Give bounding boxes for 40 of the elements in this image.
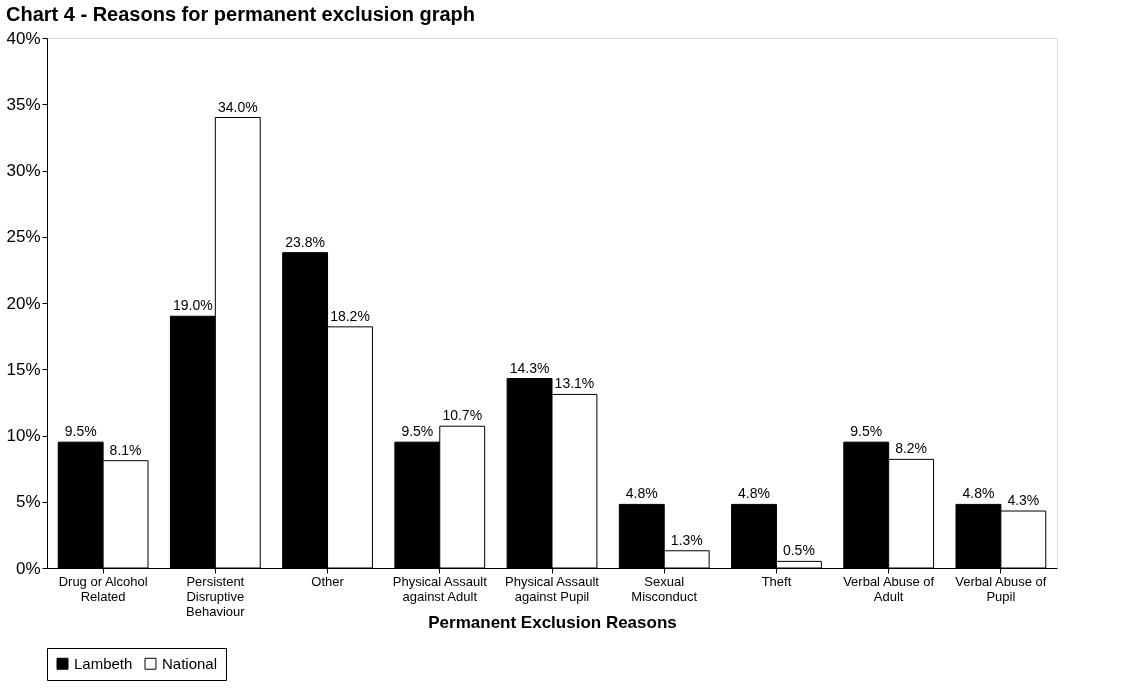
data-label: 10.7% xyxy=(442,407,483,424)
data-label: 34.0% xyxy=(217,98,258,115)
data-label: 0.5% xyxy=(782,542,815,559)
y-tick-label: 35% xyxy=(6,94,41,114)
x-tick-label: Persistent Disruptive Behaviour xyxy=(186,573,246,619)
data-label: 14.3% xyxy=(509,359,550,376)
data-label: 8.1% xyxy=(109,441,142,458)
data-label: 4.8% xyxy=(625,485,658,502)
data-label: 4.8% xyxy=(738,485,770,502)
data-label: 1.3% xyxy=(670,531,703,548)
y-tick-label: 40% xyxy=(6,28,41,48)
x-tick-label: Sexual Misconduct xyxy=(631,573,698,604)
x-tick-label: Physical Assault against Adult xyxy=(392,573,488,604)
x-axis-title: Permanent Exclusion Reasons xyxy=(428,612,677,632)
data-label: 18.2% xyxy=(330,307,370,324)
y-tick-label: 5% xyxy=(15,492,41,512)
y-tick-label: 0% xyxy=(15,558,41,578)
data-label: 4.3% xyxy=(1007,492,1040,509)
legend-label: National xyxy=(162,654,218,672)
y-tick-label: 30% xyxy=(6,161,41,180)
y-tick-label: 20% xyxy=(6,293,41,313)
x-tick-label: Physical Assault against Pupil xyxy=(505,573,600,604)
x-tick-label: Theft xyxy=(761,573,792,589)
data-label: 9.5% xyxy=(401,423,434,440)
data-label: 9.5% xyxy=(850,423,883,440)
chart-title: Chart 4 - Reasons for permanent exclusion graph xyxy=(5,3,475,25)
data-label: 19.0% xyxy=(173,297,213,314)
legend-label: Lambeth xyxy=(74,654,133,672)
x-tick-label: Verbal Abuse of Adult xyxy=(843,573,935,604)
data-label: 13.1% xyxy=(554,375,595,392)
y-tick-label: 25% xyxy=(6,227,41,247)
data-label: 8.2% xyxy=(895,440,928,457)
y-tick-label: 10% xyxy=(6,426,41,445)
x-tick-label: Verbal Abuse of Pupil xyxy=(955,573,1047,604)
data-label: 23.8% xyxy=(285,233,325,250)
x-tick-label: Drug or Alcohol Related xyxy=(58,573,148,604)
data-label: 4.8% xyxy=(962,485,995,502)
y-tick-label: 15% xyxy=(6,359,41,379)
data-label: 9.5% xyxy=(64,423,97,440)
x-tick-label: Other xyxy=(311,573,345,589)
